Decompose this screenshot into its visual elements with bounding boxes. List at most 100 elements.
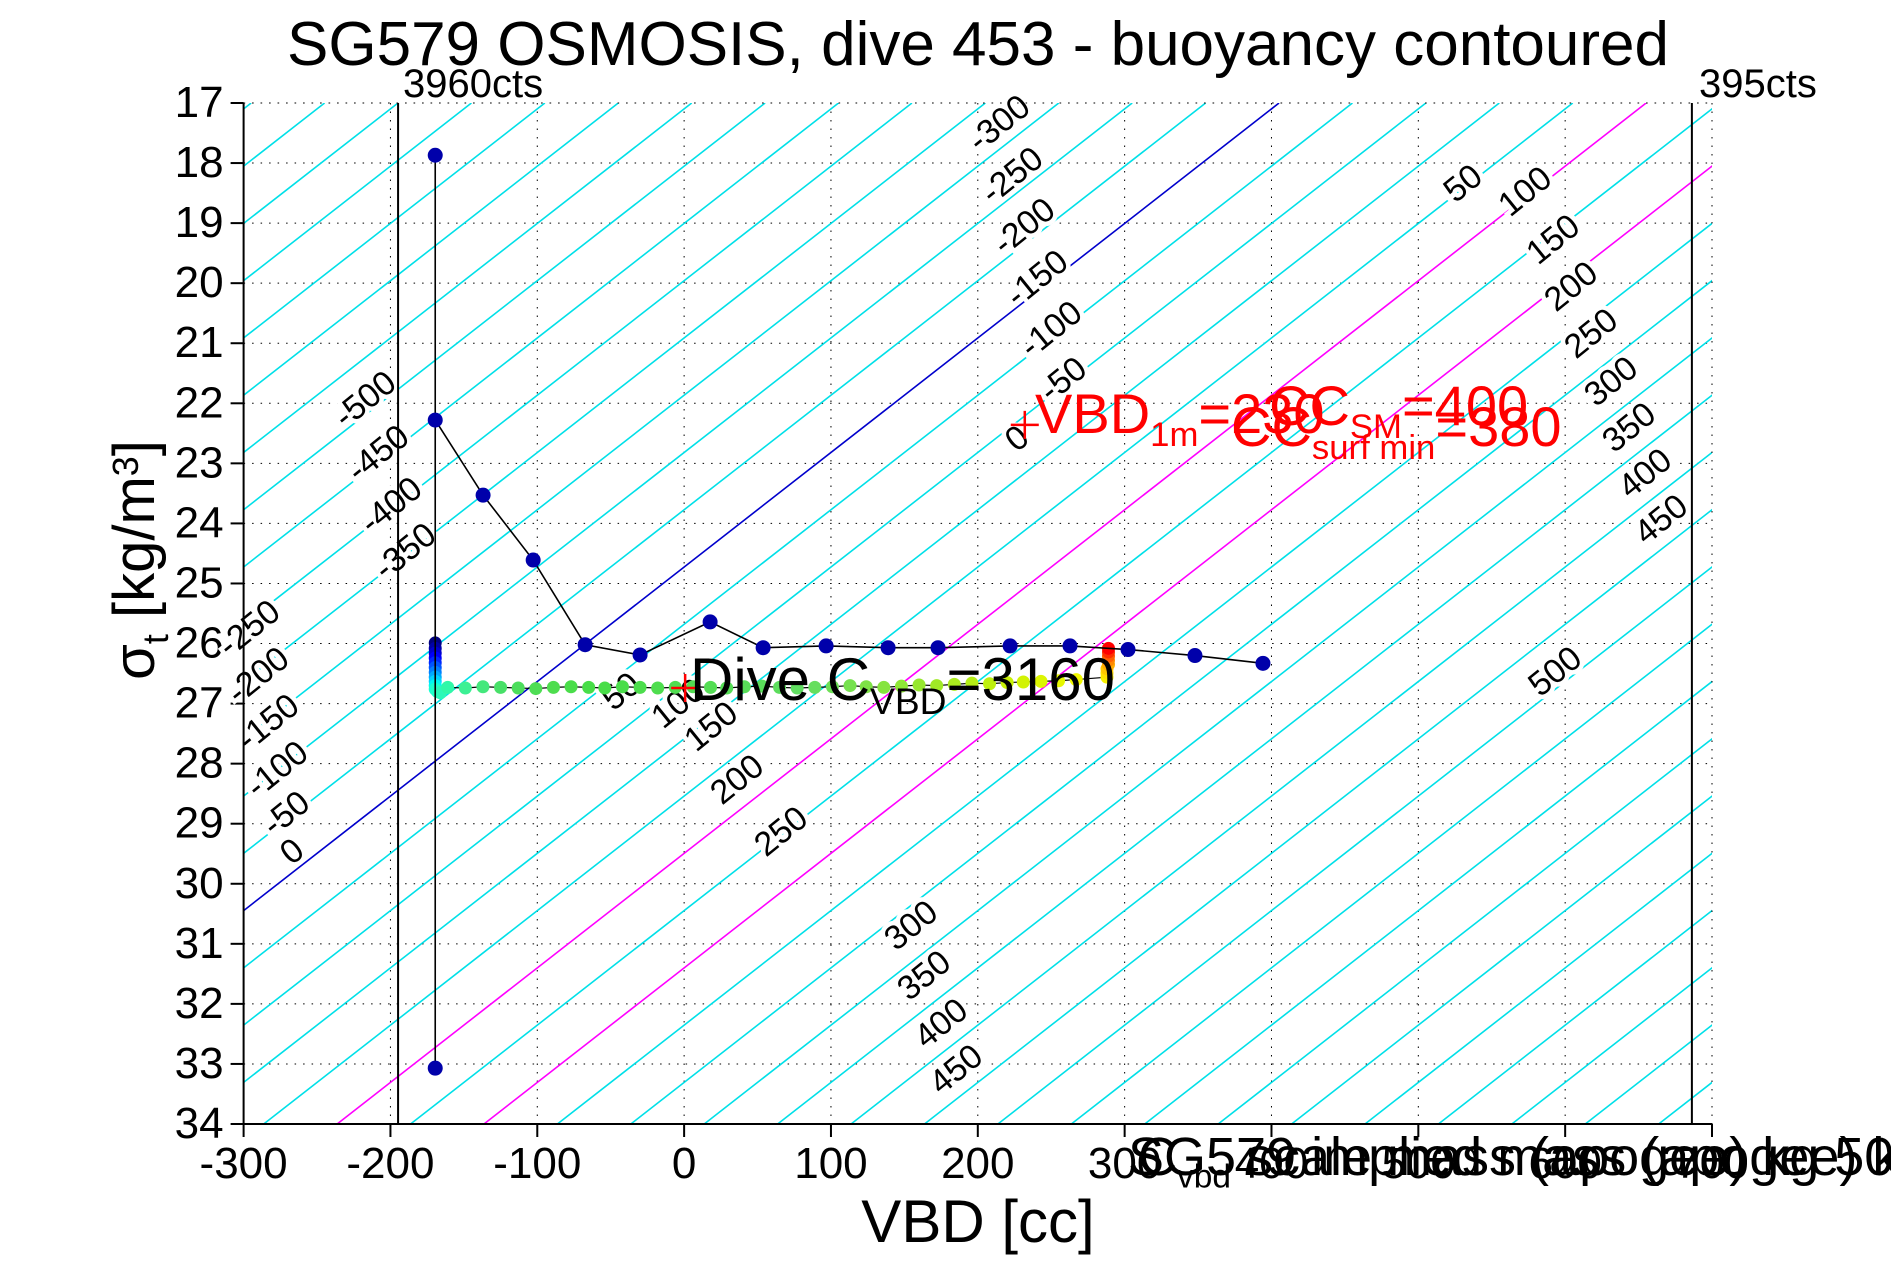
y-tick-label: 26: [175, 619, 224, 668]
marker-label-3960cts: 3960cts: [403, 62, 544, 106]
climb-dot: [494, 680, 508, 694]
contour-line-850: [1217, 737, 1713, 1124]
contour-line-950: [1364, 852, 1713, 1124]
bottom-text-implied-mass: SG579 implied mass (apogee) kg 53.968: [1128, 1127, 1891, 1187]
dive-point: [427, 1060, 443, 1076]
climb-dot: [912, 678, 926, 692]
climb-dot: [1034, 674, 1048, 688]
climb-dot: [564, 680, 578, 694]
contour-line--550: [243, 103, 472, 282]
climb-dot: [529, 682, 543, 696]
contour-line--50: [243, 103, 1207, 855]
x-tick-label: 400: [1235, 1139, 1308, 1188]
contour-line-300: [410, 107, 1713, 1124]
contour-line-1050: [1511, 966, 1713, 1124]
climb-dot: [930, 679, 944, 693]
x-tick-label: 700: [1675, 1139, 1748, 1188]
y-tick-label: 33: [175, 1039, 224, 1088]
climb-dot: [458, 681, 472, 695]
climb-dot: [511, 681, 525, 695]
climb-dot: [983, 677, 997, 691]
dive-point: [475, 487, 491, 503]
plus-marker: [671, 673, 700, 702]
contour-line--200: [243, 103, 986, 683]
contour-line-900: [1291, 795, 1713, 1124]
contour-line-1000: [1437, 909, 1713, 1124]
contour-line--300: [243, 103, 840, 569]
contour-line--450: [243, 103, 619, 397]
climb-dot: [633, 680, 647, 694]
dive-point: [930, 640, 946, 656]
climb-dot: [704, 680, 718, 694]
contour-line-1200: [1732, 103, 1891, 1124]
contour-line-350: [483, 165, 1713, 1124]
dive-point: [1255, 655, 1271, 671]
x-axis-label: VBD [cc]: [861, 1188, 1095, 1255]
contour-line-250: [336, 103, 1647, 1124]
y-tick-label: 24: [175, 498, 224, 547]
climb-dot: [1016, 675, 1030, 689]
marker-label-395cts: 395cts: [1699, 62, 1817, 106]
contour-line-600: [850, 451, 1713, 1124]
climb-dot: [476, 680, 490, 694]
x-tick-label: -200: [346, 1139, 434, 1188]
contour-label: 100: [1491, 159, 1559, 224]
contour-line-400: [556, 222, 1713, 1124]
contour-line--150: [243, 103, 1060, 740]
dive-point: [427, 412, 443, 428]
dive-point: [525, 552, 541, 568]
climb-dot: [651, 681, 665, 695]
contour-label: 200: [703, 747, 771, 812]
climb-dot: [546, 680, 560, 694]
climb-dot: [894, 679, 908, 693]
climb-dot: [582, 680, 596, 694]
x-tick-label: 100: [794, 1139, 867, 1188]
climb-dot: [965, 676, 979, 690]
contour-line-800: [1144, 680, 1713, 1124]
climb-dot: [1000, 676, 1014, 690]
contour-line-450: [630, 279, 1713, 1124]
y-tick-label: 30: [175, 859, 224, 908]
dive-point: [1062, 638, 1078, 654]
contour-line-500: [703, 336, 1713, 1124]
bottom-text-cvbd-scale-mass: Cvbd scale mass (apogee) kg 50.977: [1138, 1127, 1891, 1196]
x-tick-label: -100: [493, 1139, 581, 1188]
x-tick-label: 600: [1528, 1139, 1601, 1188]
dive-point: [577, 637, 593, 653]
contour-line-550: [777, 394, 1713, 1124]
climb-dot: [1052, 674, 1066, 688]
x-tick-label: 200: [941, 1139, 1014, 1188]
x-tick-label: 0: [672, 1139, 696, 1188]
contour-line--100: [243, 103, 1133, 798]
climb-dot: [441, 680, 455, 694]
red-annotation-ccsm: CCSM=400: [1269, 374, 1529, 447]
grid: -300 -200 -100 0 100 200 300 400 500 600 700171819…: [175, 78, 1749, 1188]
climb-dot: [720, 681, 734, 695]
contour-line--600: [243, 103, 399, 225]
contour-line-1150: [1658, 1081, 1713, 1124]
climb-dot: [1069, 673, 1083, 687]
contour-line--400: [243, 103, 693, 454]
dive-point: [1120, 642, 1136, 658]
x-tick-label: -300: [200, 1139, 288, 1188]
red-annotation-vbd1m: VBD1m=230: [1035, 382, 1325, 455]
y-tick-label: 29: [175, 799, 224, 848]
dive-trace: [427, 147, 1271, 1076]
contour-line--500: [243, 103, 546, 339]
contour-label: 500: [1521, 639, 1589, 704]
red-annotation-ccsurfmin: CCsurf min=380: [1231, 395, 1562, 468]
dive-trace-line: [434, 419, 1264, 665]
y-tick-label: 20: [175, 258, 224, 307]
climb-dot: [825, 680, 839, 694]
ylabel-sup: 3: [105, 456, 147, 477]
x-tick-label: 300: [1088, 1139, 1161, 1188]
ylabel-end: ]: [102, 440, 168, 457]
contour-line-0: [243, 103, 1280, 912]
y-tick-label: 19: [175, 198, 224, 247]
ylabel-mid: [kg/m: [102, 476, 168, 635]
contour-line--350: [243, 103, 766, 511]
dive-point: [880, 640, 896, 656]
contour-label: 0: [273, 831, 312, 872]
climb-dot: [808, 680, 822, 694]
x-tick-label: 500: [1382, 1139, 1455, 1188]
